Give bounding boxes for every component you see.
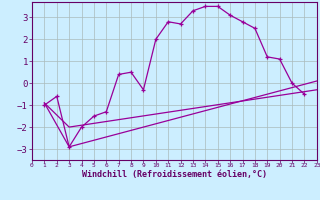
- X-axis label: Windchill (Refroidissement éolien,°C): Windchill (Refroidissement éolien,°C): [82, 170, 267, 179]
